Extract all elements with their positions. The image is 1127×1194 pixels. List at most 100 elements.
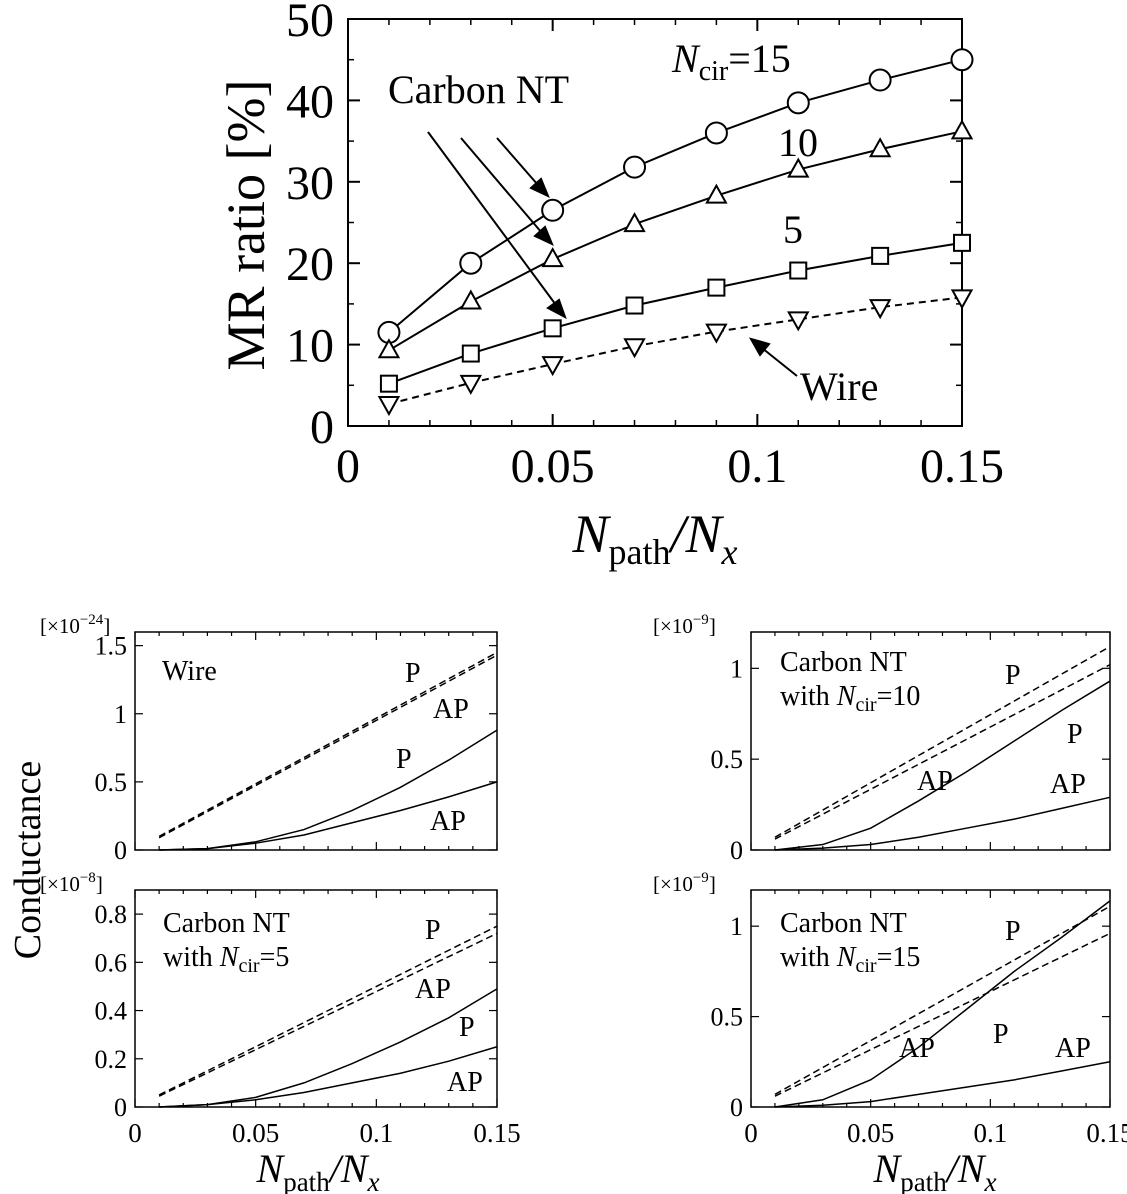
mr-point-circle	[704, 121, 728, 145]
mr-y-tick-label: 40	[286, 75, 334, 128]
arrow-head-15	[529, 177, 550, 199]
title-tail: =15	[877, 942, 921, 973]
mr-xlabel-n: N	[571, 504, 611, 564]
panel-dashed-curve	[158, 651, 498, 838]
multiplier-base: [×10	[40, 872, 80, 896]
panel-solid-curve	[774, 680, 1111, 851]
mr-series-lines	[388, 58, 963, 405]
panel-title-line2: with Ncir=15	[780, 942, 920, 977]
panel-y-tick-label: 0.5	[711, 745, 744, 774]
title-n: N	[836, 681, 857, 712]
arrow-head-wire	[748, 337, 771, 357]
panel-frame	[134, 889, 498, 1108]
mr-y-tick-label: 10	[286, 320, 334, 373]
title-n: N	[836, 942, 857, 973]
mr-point-square	[871, 246, 890, 265]
mr-x-tick-label: 0.05	[511, 440, 595, 493]
mr-point-triangle-up	[705, 183, 728, 204]
mr-ratio-plot: 0 0.05 0.1 0.15 0 10 20 30 40 50 Carbon NT Ncir=1…	[216, 0, 1004, 572]
panel-solid-curve	[159, 1046, 498, 1108]
multiplier-base: [×10	[40, 614, 80, 638]
panel-x-tick-label: 0.1	[359, 1118, 393, 1148]
panel-y-tick-label: 0	[730, 1093, 743, 1122]
arrow-head-10	[533, 225, 554, 247]
panel-x-tick-label: 0.15	[1086, 1118, 1127, 1148]
panel-curve-label: P	[993, 1019, 1009, 1050]
mr-xlabel-sub: path	[609, 532, 671, 572]
panel-frame	[134, 631, 498, 851]
panel-cnt15: 0 0.05 0.1 0.15 0 0.5 1 [×10−9] P AP P AP Carbon NTw…	[653, 870, 1127, 1148]
panel-y-tick-label: 0	[730, 836, 743, 865]
panel-x-tick-label: 0.05	[232, 1118, 279, 1148]
mr-xlabel-tail: /N	[668, 504, 725, 564]
bl-xlabel-tailsub: x	[367, 1167, 380, 1194]
panel-curve-label: AP	[899, 1033, 935, 1064]
mr-point-triangle-down	[541, 356, 564, 377]
mr-point-square	[543, 319, 562, 338]
panel-curve-label: AP	[1050, 769, 1086, 800]
panel-title: Wire	[162, 656, 217, 687]
mr-point-circle	[868, 68, 892, 92]
panel-curve-label: P	[396, 744, 412, 775]
mr-point-triangle-down	[950, 289, 974, 310]
conductance-panels: 00.511.5[×10−24]PAPPAPWire00.51[×10−9]PA…	[40, 612, 1127, 1148]
label-5-annotation: 5	[783, 207, 803, 252]
mr-point-triangle-up	[623, 212, 646, 233]
panel-y-tick-label: 0.6	[95, 948, 128, 977]
panel-y-tick-label: 1	[730, 912, 743, 941]
title-sub: cir	[238, 955, 259, 977]
panel-dashed-curve	[774, 932, 1111, 1097]
title-with: with	[780, 681, 837, 712]
bl-xlabel-tail: /N	[328, 1146, 370, 1191]
panel-y-tick-label: 0.8	[95, 900, 128, 929]
multiplier-close: ]	[96, 872, 103, 896]
panel-x-tick-label: 0.15	[473, 1118, 520, 1148]
panel-multiplier: [×10−24]	[40, 612, 110, 638]
multiplier-close: ]	[103, 614, 110, 638]
mr-point-square	[625, 296, 644, 315]
mr-y-tick-label: 30	[286, 157, 334, 210]
panel-solid-curve	[159, 781, 498, 851]
mr-series-line	[388, 241, 963, 385]
mr-point-triangle-down	[377, 396, 401, 417]
panel-y-tick-label: 0.5	[95, 768, 128, 797]
ncir15-n: N	[671, 36, 701, 81]
panel-x-tick-label: 0	[128, 1118, 142, 1148]
panel-curve-label: P	[459, 1012, 475, 1043]
panel-curve-label: P	[1005, 660, 1021, 691]
mr-point-triangle-up	[950, 119, 974, 140]
multiplier-exponent: −8	[80, 870, 96, 886]
mr-y-tick-label: 50	[286, 0, 334, 47]
arrow-head-5	[546, 298, 567, 320]
ncir15-tail: =15	[728, 36, 791, 81]
mr-series-markers	[377, 48, 974, 417]
bottom-right-x-axis-label: Npath/Nx	[873, 1146, 997, 1194]
panel-multiplier: [×10−8]	[40, 870, 103, 896]
title-tail: =5	[260, 942, 290, 973]
bottom-left-x-axis-label: Npath/Nx	[256, 1146, 380, 1194]
mr-y-axis-label: MR ratio [%]	[216, 80, 276, 371]
panel-y-tick-label: 0	[114, 1093, 127, 1122]
panel-curve-label: AP	[917, 766, 953, 797]
conductance-y-axis-label: Conductance	[7, 761, 49, 959]
mr-point-circle	[786, 91, 810, 115]
mr-point-triangle-up	[459, 289, 483, 310]
mr-point-triangle-down	[705, 323, 728, 344]
panel-curve-label: AP	[433, 694, 469, 725]
panel-x-tick-label: 0	[744, 1118, 758, 1148]
br-xlabel-sub: path	[900, 1167, 947, 1194]
title-sub: cir	[855, 955, 876, 977]
panel-title-line1: Carbon NT	[780, 647, 907, 678]
panel-frame	[750, 889, 1111, 1108]
br-xlabel-tail: /N	[945, 1146, 987, 1191]
panel-title-line2: with Ncir=5	[163, 942, 289, 977]
arrow-to-5	[427, 131, 557, 306]
panel-y-tick-label: 0.4	[95, 997, 128, 1026]
panel-curve-label: AP	[430, 806, 466, 837]
mr-point-triangle-up	[541, 247, 564, 268]
panel-curve-label: P	[405, 658, 421, 689]
panel-curve-label: AP	[447, 1067, 483, 1098]
br-xlabel-n: N	[873, 1146, 903, 1191]
panel-multiplier: [×10−9]	[653, 612, 716, 638]
